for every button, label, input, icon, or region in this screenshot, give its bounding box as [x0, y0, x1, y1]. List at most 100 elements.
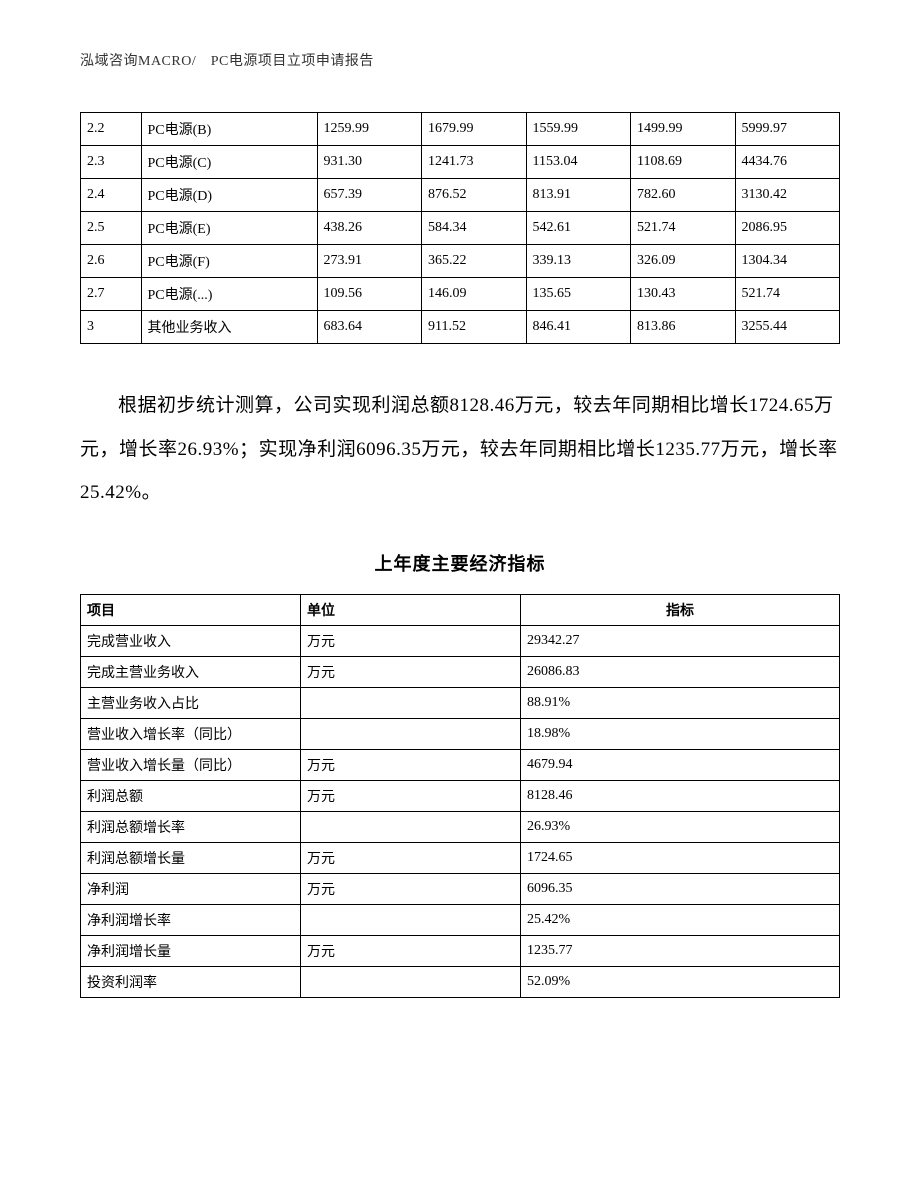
table-cell: 876.52 [422, 179, 527, 212]
table-cell: 1724.65 [521, 843, 840, 874]
table-cell [301, 719, 521, 750]
table-cell [301, 905, 521, 936]
table-cell: PC电源(...) [141, 278, 317, 311]
paragraph-text: 根据初步统计测算，公司实现利润总额8128.46万元，较去年同期相比增长1724… [80, 395, 838, 503]
table-cell: 利润总额增长量 [81, 843, 301, 874]
table-row: 主营业务收入占比88.91% [81, 688, 840, 719]
table-cell: 2.5 [81, 212, 142, 245]
metrics-table: 项目 单位 指标 完成营业收入万元29342.27完成主营业务收入万元26086… [80, 594, 840, 998]
table-cell: 营业收入增长量（同比） [81, 750, 301, 781]
table-cell: 130.43 [631, 278, 736, 311]
table-cell: 109.56 [317, 278, 422, 311]
table-row: 2.5PC电源(E)438.26584.34542.61521.742086.9… [81, 212, 840, 245]
table-cell: 931.30 [317, 146, 422, 179]
table-cell: 521.74 [735, 278, 840, 311]
revenue-table-body: 2.2PC电源(B)1259.991679.991559.991499.9959… [81, 113, 840, 344]
table-cell: 1304.34 [735, 245, 840, 278]
table-cell: 万元 [301, 750, 521, 781]
table-cell: 521.74 [631, 212, 736, 245]
table-cell: 投资利润率 [81, 967, 301, 998]
table-row: 2.6PC电源(F)273.91365.22339.13326.091304.3… [81, 245, 840, 278]
table-cell: 2086.95 [735, 212, 840, 245]
table-cell: 911.52 [422, 311, 527, 344]
table-cell: 18.98% [521, 719, 840, 750]
table-cell: 4679.94 [521, 750, 840, 781]
table-row: 净利润增长率 25.42% [81, 905, 840, 936]
table-row: 净利润增长量万元1235.77 [81, 936, 840, 967]
header-text: 泓域咨询MACRO/ PC电源项目立项申请报告 [80, 54, 374, 69]
metrics-header-row: 项目 单位 指标 [81, 595, 840, 626]
table-cell: 846.41 [526, 311, 631, 344]
table-cell: 1241.73 [422, 146, 527, 179]
table-cell: 营业收入增长率（同比） [81, 719, 301, 750]
table-cell: 3 [81, 311, 142, 344]
table-cell: 2.3 [81, 146, 142, 179]
table-cell: 5999.97 [735, 113, 840, 146]
table-cell [301, 812, 521, 843]
table-row: 利润总额增长量万元1724.65 [81, 843, 840, 874]
table-cell: 584.34 [422, 212, 527, 245]
document-header: 泓域咨询MACRO/ PC电源项目立项申请报告 [80, 50, 840, 70]
header-metric: 指标 [521, 595, 840, 626]
table-cell: 8128.46 [521, 781, 840, 812]
table-row: 3其他业务收入683.64911.52846.41813.863255.44 [81, 311, 840, 344]
table-cell: 782.60 [631, 179, 736, 212]
table-cell: 365.22 [422, 245, 527, 278]
table-cell: 26086.83 [521, 657, 840, 688]
table-cell: 2.7 [81, 278, 142, 311]
table-row: 投资利润率 52.09% [81, 967, 840, 998]
table-cell: 主营业务收入占比 [81, 688, 301, 719]
table-row: 净利润万元6096.35 [81, 874, 840, 905]
table-cell: 完成主营业务收入 [81, 657, 301, 688]
table-cell: 净利润增长量 [81, 936, 301, 967]
table-cell: 利润总额增长率 [81, 812, 301, 843]
table-cell: 1153.04 [526, 146, 631, 179]
summary-paragraph: 根据初步统计测算，公司实现利润总额8128.46万元，较去年同期相比增长1724… [80, 384, 840, 515]
table-cell: 542.61 [526, 212, 631, 245]
table-cell: 135.65 [526, 278, 631, 311]
table-cell: 1259.99 [317, 113, 422, 146]
table-cell: 1679.99 [422, 113, 527, 146]
revenue-table: 2.2PC电源(B)1259.991679.991559.991499.9959… [80, 112, 840, 344]
table-cell: 4434.76 [735, 146, 840, 179]
table-cell: 万元 [301, 626, 521, 657]
table-row: 2.2PC电源(B)1259.991679.991559.991499.9959… [81, 113, 840, 146]
table-row: 2.4PC电源(D)657.39876.52813.91782.603130.4… [81, 179, 840, 212]
table-cell: 2.6 [81, 245, 142, 278]
table-cell: 2.4 [81, 179, 142, 212]
table-cell: 净利润 [81, 874, 301, 905]
table-cell: 万元 [301, 657, 521, 688]
table-row: 完成营业收入万元29342.27 [81, 626, 840, 657]
header-unit: 单位 [301, 595, 521, 626]
table-row: 2.7PC电源(...)109.56146.09135.65130.43521.… [81, 278, 840, 311]
table-cell: 25.42% [521, 905, 840, 936]
table-cell: 完成营业收入 [81, 626, 301, 657]
metrics-table-body: 完成营业收入万元29342.27完成主营业务收入万元26086.83主营业务收入… [81, 626, 840, 998]
table-cell: 净利润增长率 [81, 905, 301, 936]
table-cell: PC电源(D) [141, 179, 317, 212]
header-item: 项目 [81, 595, 301, 626]
table-cell: 146.09 [422, 278, 527, 311]
table-cell: 813.86 [631, 311, 736, 344]
table-cell: 3255.44 [735, 311, 840, 344]
table-cell: PC电源(E) [141, 212, 317, 245]
table-cell: 29342.27 [521, 626, 840, 657]
table-row: 营业收入增长率（同比） 18.98% [81, 719, 840, 750]
table-cell: 万元 [301, 874, 521, 905]
table-row: 营业收入增长量（同比）万元4679.94 [81, 750, 840, 781]
table-cell: 273.91 [317, 245, 422, 278]
table-cell: 万元 [301, 781, 521, 812]
table-row: 完成主营业务收入万元26086.83 [81, 657, 840, 688]
table-cell: 657.39 [317, 179, 422, 212]
table-cell: 326.09 [631, 245, 736, 278]
table-cell: 6096.35 [521, 874, 840, 905]
table-cell: 其他业务收入 [141, 311, 317, 344]
table-cell: 1559.99 [526, 113, 631, 146]
table-row: 2.3PC电源(C)931.301241.731153.041108.69443… [81, 146, 840, 179]
metrics-table-title: 上年度主要经济指标 [80, 550, 840, 576]
table-cell: 813.91 [526, 179, 631, 212]
table-cell: 52.09% [521, 967, 840, 998]
table-cell: 万元 [301, 843, 521, 874]
table-cell: PC电源(C) [141, 146, 317, 179]
table-row: 利润总额增长率26.93% [81, 812, 840, 843]
